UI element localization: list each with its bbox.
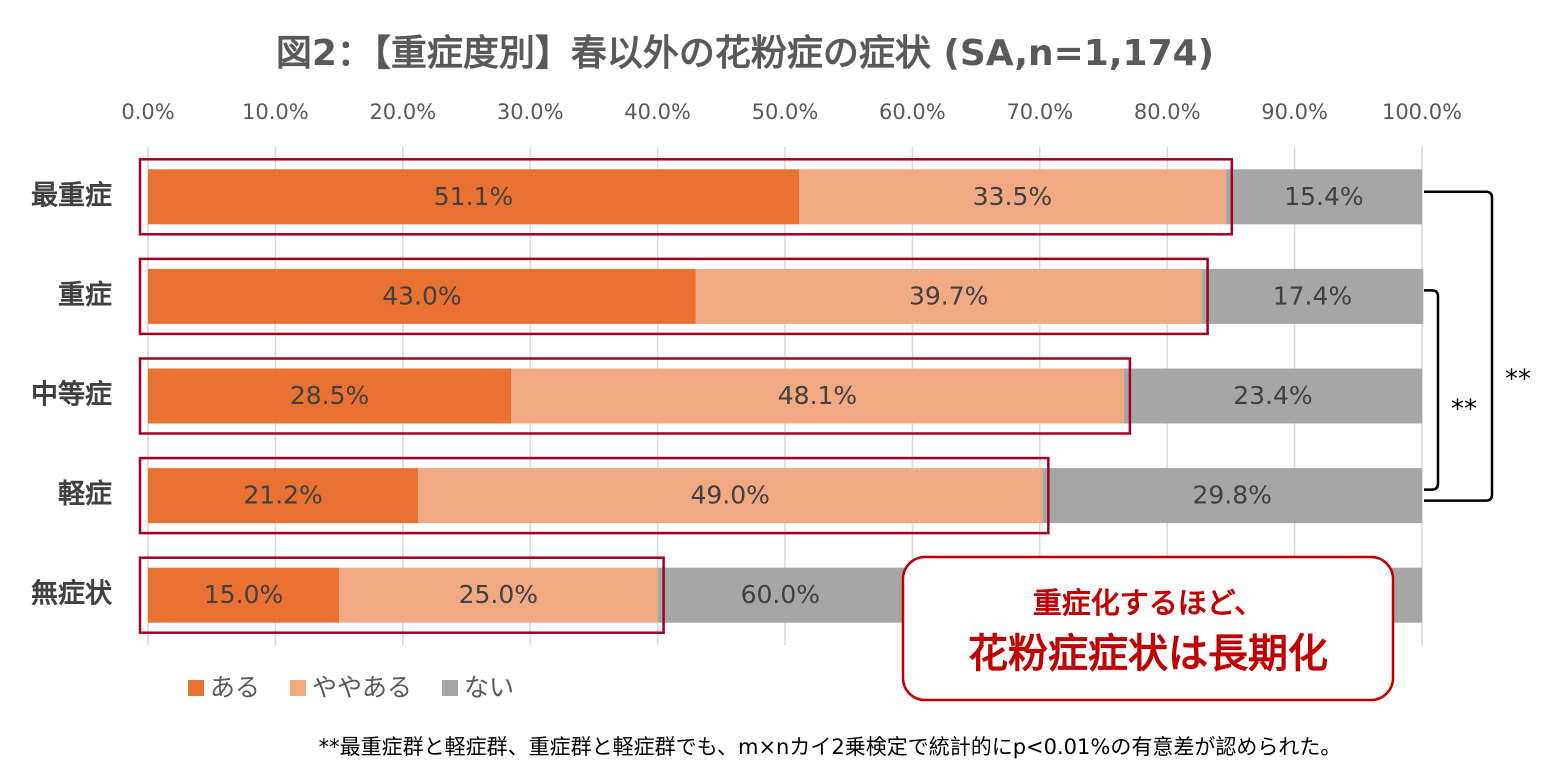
- x-tick-label: 40.0%: [624, 100, 691, 124]
- x-tick-label: 90.0%: [1261, 100, 1328, 124]
- x-tick-label: 80.0%: [1134, 100, 1201, 124]
- bar-segment: [148, 567, 340, 623]
- value-label: 39.7%: [909, 281, 988, 310]
- bar-segment: [148, 368, 512, 424]
- highlight-box: [138, 357, 1132, 435]
- chart-title: 図2：【重症度別】春以外の花粉症の症状 (SA,n=1,174): [276, 33, 1214, 74]
- value-label: 33.5%: [973, 182, 1052, 211]
- bar-segment: [418, 468, 1043, 524]
- bar-segment: [148, 169, 800, 225]
- bar-segment: [695, 268, 1202, 324]
- highlight-box: [138, 158, 1234, 236]
- bar-segment: [339, 567, 658, 623]
- bar-segment: [148, 268, 696, 324]
- value-label: 60.0%: [741, 580, 820, 609]
- value-label: 15.0%: [204, 580, 283, 609]
- value-label: 48.1%: [778, 381, 857, 410]
- footnote: **最重症群と軽症群、重症群と軽症群でも、m×nカイ2乗検定で統計的にp<0.0…: [319, 735, 1342, 759]
- highlight-box: [138, 456, 1050, 535]
- legend-swatch: [290, 680, 307, 696]
- category-label: 軽症: [58, 479, 112, 510]
- value-label: 17.4%: [1273, 281, 1352, 310]
- bar-segment: [799, 169, 1226, 225]
- value-label: 15.4%: [1284, 182, 1363, 211]
- legend-label: ない: [464, 673, 514, 702]
- value-label: 28.5%: [290, 381, 369, 410]
- legend-swatch: [442, 680, 459, 696]
- bar-segment: [511, 368, 1124, 424]
- bar-segment: [1201, 268, 1424, 324]
- callout-text: 花粉症症状は長期化: [968, 631, 1328, 677]
- value-label: 21.2%: [243, 481, 322, 510]
- category-label: 重症: [58, 280, 112, 311]
- x-tick-label: 60.0%: [879, 100, 946, 124]
- value-label: 29.8%: [1192, 481, 1271, 510]
- legend-label: ややある: [312, 673, 412, 702]
- x-tick-label: 10.0%: [242, 100, 309, 124]
- significance-label: **: [1451, 395, 1477, 425]
- highlight-box: [138, 257, 1209, 336]
- callout-box: [901, 555, 1395, 702]
- category-label: 無症状: [31, 579, 113, 610]
- value-label: 25.0%: [459, 580, 538, 609]
- bar-segment: [1225, 169, 1422, 225]
- bar-segment: [1123, 368, 1422, 424]
- bar-segment: [1042, 468, 1422, 524]
- significance-bracket: [1424, 190, 1494, 502]
- x-tick-label: 70.0%: [1006, 100, 1073, 124]
- x-tick-label: 0.0%: [121, 100, 174, 124]
- x-tick-label: 20.0%: [369, 100, 436, 124]
- legend-swatch: [188, 680, 204, 696]
- bar-segment: [148, 468, 419, 524]
- x-tick-label: 100.0%: [1382, 100, 1462, 124]
- x-tick-label: 50.0%: [752, 100, 819, 124]
- category-label: 中等症: [31, 379, 112, 411]
- legend-label: ある: [210, 673, 260, 702]
- highlight-box: [138, 556, 665, 634]
- category-label: 最重症: [31, 180, 112, 211]
- value-label: 49.0%: [691, 481, 770, 510]
- significance-bracket: [1424, 289, 1440, 491]
- callout-text: 重症化するほど、: [1033, 586, 1264, 620]
- x-tick-label: 30.0%: [497, 100, 564, 124]
- value-label: 51.1%: [434, 182, 513, 211]
- significance-label: **: [1505, 365, 1531, 395]
- value-label: 43.0%: [382, 281, 461, 310]
- value-label: 23.4%: [1233, 381, 1312, 410]
